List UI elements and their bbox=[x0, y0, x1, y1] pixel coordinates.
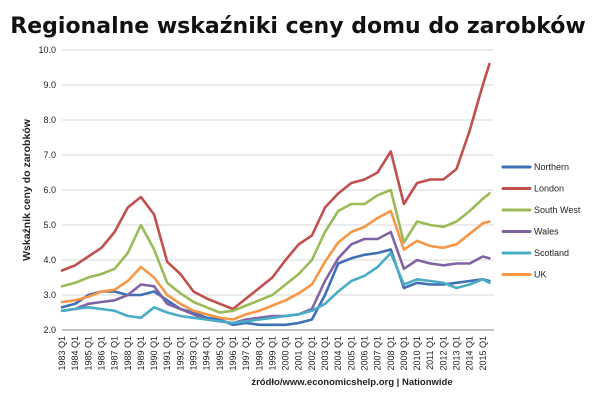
x-tick-label: 1995 Q1 bbox=[215, 336, 225, 371]
x-tick-label: 2004 Q1 bbox=[333, 336, 343, 371]
y-axis-ticks: 2.0 3.0 4.0 5.0 6.0 7.0 8.0 9.0 10.0 bbox=[38, 45, 56, 335]
x-tick-label: 2011 Q1 bbox=[425, 336, 435, 370]
x-tick-label: 2002 Q1 bbox=[307, 336, 317, 371]
y-tick-label: 2.0 bbox=[43, 325, 56, 335]
x-tick-label: 1987 Q1 bbox=[110, 336, 120, 371]
x-tick-label: 1993 Q1 bbox=[189, 336, 199, 371]
y-tick-label: 8.0 bbox=[43, 115, 56, 125]
y-tick-label: 4.0 bbox=[43, 255, 56, 265]
series-lines bbox=[60, 62, 491, 327]
legend-label: Scotland bbox=[534, 248, 569, 258]
legend: Northern London South West Wales Scotland UK bbox=[501, 162, 581, 280]
x-tick-label: 1986 Q1 bbox=[96, 336, 106, 371]
x-tick-label: 1989 Q1 bbox=[136, 336, 146, 371]
legend-label: Wales bbox=[534, 227, 559, 237]
chart-title: Regionalne wskaźniki ceny domu do zarobk… bbox=[10, 14, 585, 39]
series-line-south-west bbox=[60, 188, 491, 314]
x-tick-label: 1984 Q1 bbox=[70, 336, 80, 371]
x-tick-label: 1996 Q1 bbox=[228, 336, 238, 371]
y-axis-title: Wskaźnik ceny do zarobków bbox=[21, 118, 33, 261]
series-line-wales bbox=[60, 230, 491, 325]
x-tick-label: 2013 Q1 bbox=[452, 336, 462, 371]
y-tick-label: 9.0 bbox=[43, 80, 56, 90]
x-tick-label: 1998 Q1 bbox=[254, 336, 264, 371]
x-tick-label: 1999 Q1 bbox=[267, 336, 277, 371]
x-tick-label: 2000 Q1 bbox=[281, 336, 291, 371]
legend-label: UK bbox=[534, 270, 547, 280]
x-tick-label: 1990 Q1 bbox=[149, 336, 159, 371]
series-line-scotland bbox=[60, 251, 491, 325]
x-axis-ticks: 1983 Q1 1984 Q1 1985 Q1 1986 Q1 1987 Q1 1988 … bbox=[57, 336, 488, 371]
x-tick-label: 2015 Q1 bbox=[478, 336, 488, 371]
x-tick-label: 2007 Q1 bbox=[373, 336, 383, 371]
y-tick-label: 10.0 bbox=[38, 45, 56, 55]
y-tick-label: 6.0 bbox=[43, 185, 56, 195]
x-tick-label: 1994 Q1 bbox=[202, 336, 212, 371]
x-tick-label: 1985 Q1 bbox=[83, 336, 93, 371]
x-tick-label: 1991 Q1 bbox=[162, 336, 172, 371]
x-tick-label: 2003 Q1 bbox=[320, 336, 330, 371]
x-tick-label: 2009 Q1 bbox=[399, 336, 409, 371]
y-tick-label: 7.0 bbox=[43, 150, 56, 160]
series-line-northern bbox=[60, 248, 491, 327]
x-tick-label: 2014 Q1 bbox=[465, 336, 475, 371]
y-tick-label: 3.0 bbox=[43, 290, 56, 300]
x-tick-label: 1992 Q1 bbox=[175, 336, 185, 371]
x-tick-label: 1988 Q1 bbox=[123, 336, 133, 371]
x-tick-label: 2006 Q1 bbox=[359, 336, 369, 371]
gridlines bbox=[62, 49, 494, 296]
x-tick-label: 1997 Q1 bbox=[241, 336, 251, 371]
x-tick-label: 2005 Q1 bbox=[346, 336, 356, 371]
y-tick-label: 5.0 bbox=[43, 220, 56, 230]
legend-label: Northern bbox=[534, 162, 569, 172]
x-tick-label: 1983 Q1 bbox=[57, 336, 67, 371]
x-tick-label: 2010 Q1 bbox=[412, 336, 422, 371]
x-tick-label: 2008 Q1 bbox=[386, 336, 396, 371]
source-note: źródło/www.economicshelp.org | Nationwid… bbox=[251, 377, 452, 388]
x-tick-label: 2001 Q1 bbox=[294, 336, 304, 371]
legend-label: London bbox=[534, 184, 564, 194]
series-line-london bbox=[60, 62, 491, 311]
legend-label: South West bbox=[534, 205, 581, 215]
series-line-uk bbox=[60, 209, 491, 321]
x-tick-label: 2012 Q1 bbox=[438, 336, 448, 371]
